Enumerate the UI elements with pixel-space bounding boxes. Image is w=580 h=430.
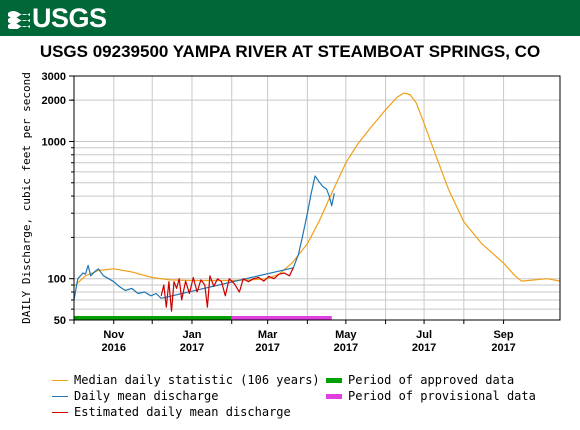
legend-item: Period of provisional data	[326, 389, 536, 403]
hydrograph-chart: 30002000100010050Nov2016Jan2017Mar2017Ma…	[20, 71, 561, 354]
estimated-mean-line	[160, 267, 294, 312]
x-tick-label-month: Sep	[493, 329, 513, 341]
x-tick-label-year: 2017	[180, 342, 204, 354]
approval-bar	[231, 316, 332, 320]
chart-title: USGS 09239500 YAMPA RIVER AT STEAMBOAT S…	[39, 42, 541, 61]
legend-swatch	[326, 377, 342, 383]
x-tick-label-year: 2017	[491, 342, 515, 354]
chart-legend: Median daily statistic (106 years) Daily …	[0, 371, 580, 427]
y-tick-label: 100	[48, 274, 66, 286]
x-tick-label-month: Nov	[103, 329, 125, 341]
plot-border	[73, 75, 561, 321]
daily-mean-line	[73, 175, 335, 301]
legend-swatch	[326, 393, 342, 399]
legend-label: Daily mean discharge	[74, 389, 219, 403]
legend-item: Median daily statistic (106 years)	[52, 373, 320, 387]
x-tick-label-year: 2017	[412, 342, 436, 354]
y-tick-label: 2000	[42, 95, 66, 107]
usgs-banner: USGS	[0, 0, 580, 36]
x-tick-label-month: Mar	[258, 329, 278, 341]
y-axis-label: DAILY Discharge, cubic feet per second	[20, 72, 33, 324]
plot-area	[74, 76, 560, 320]
usgs-logo-text: USGS	[32, 3, 107, 33]
legend-swatch	[52, 395, 68, 397]
x-tick-label-year: 2017	[255, 342, 279, 354]
legend-item: Period of approved data	[326, 373, 514, 387]
legend-label: Estimated daily mean discharge	[74, 405, 291, 419]
legend-label: Period of approved data	[348, 373, 515, 387]
legend-swatch	[52, 379, 68, 381]
x-tick-label-year: 2017	[334, 342, 358, 354]
y-tick-label: 1000	[42, 136, 66, 148]
x-tick-label-month: Jul	[416, 329, 432, 341]
legend-label: Median daily statistic (106 years)	[74, 373, 320, 387]
median-statistic-line	[73, 92, 561, 287]
x-tick-label-month: May	[335, 329, 357, 341]
legend-label: Period of provisional data	[348, 389, 536, 403]
usgs-wave-icon	[8, 11, 30, 29]
x-tick-label-month: Jan	[182, 329, 201, 341]
y-tick-label: 3000	[42, 71, 66, 83]
x-tick-label-year: 2016	[102, 342, 126, 354]
legend-item: Estimated daily mean discharge	[52, 405, 291, 419]
legend-swatch	[52, 411, 68, 413]
legend-item: Daily mean discharge	[52, 389, 219, 403]
y-tick-label: 50	[54, 315, 66, 327]
approval-bar	[74, 316, 232, 320]
